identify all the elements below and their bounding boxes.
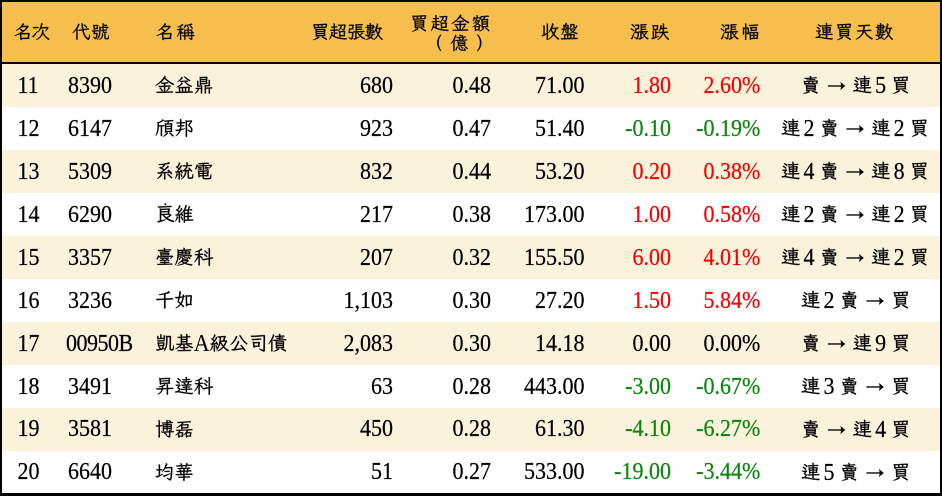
svg-text:2: 2 bbox=[823, 286, 834, 313]
svg-text:2: 2 bbox=[894, 243, 905, 270]
svg-text:2: 2 bbox=[804, 114, 815, 141]
svg-text:4: 4 bbox=[804, 243, 815, 270]
svg-text:A: A bbox=[193, 329, 209, 356]
svg-text:3: 3 bbox=[823, 372, 834, 399]
svg-text:5: 5 bbox=[875, 71, 886, 98]
svg-text:8: 8 bbox=[894, 157, 905, 184]
svg-text:4: 4 bbox=[804, 157, 815, 184]
svg-text:4: 4 bbox=[875, 415, 886, 442]
svg-text:9: 9 bbox=[875, 329, 886, 356]
svg-text:2: 2 bbox=[894, 200, 905, 227]
svg-text:5: 5 bbox=[823, 458, 834, 485]
svg-text:2: 2 bbox=[894, 114, 905, 141]
svg-text:2: 2 bbox=[804, 200, 815, 227]
